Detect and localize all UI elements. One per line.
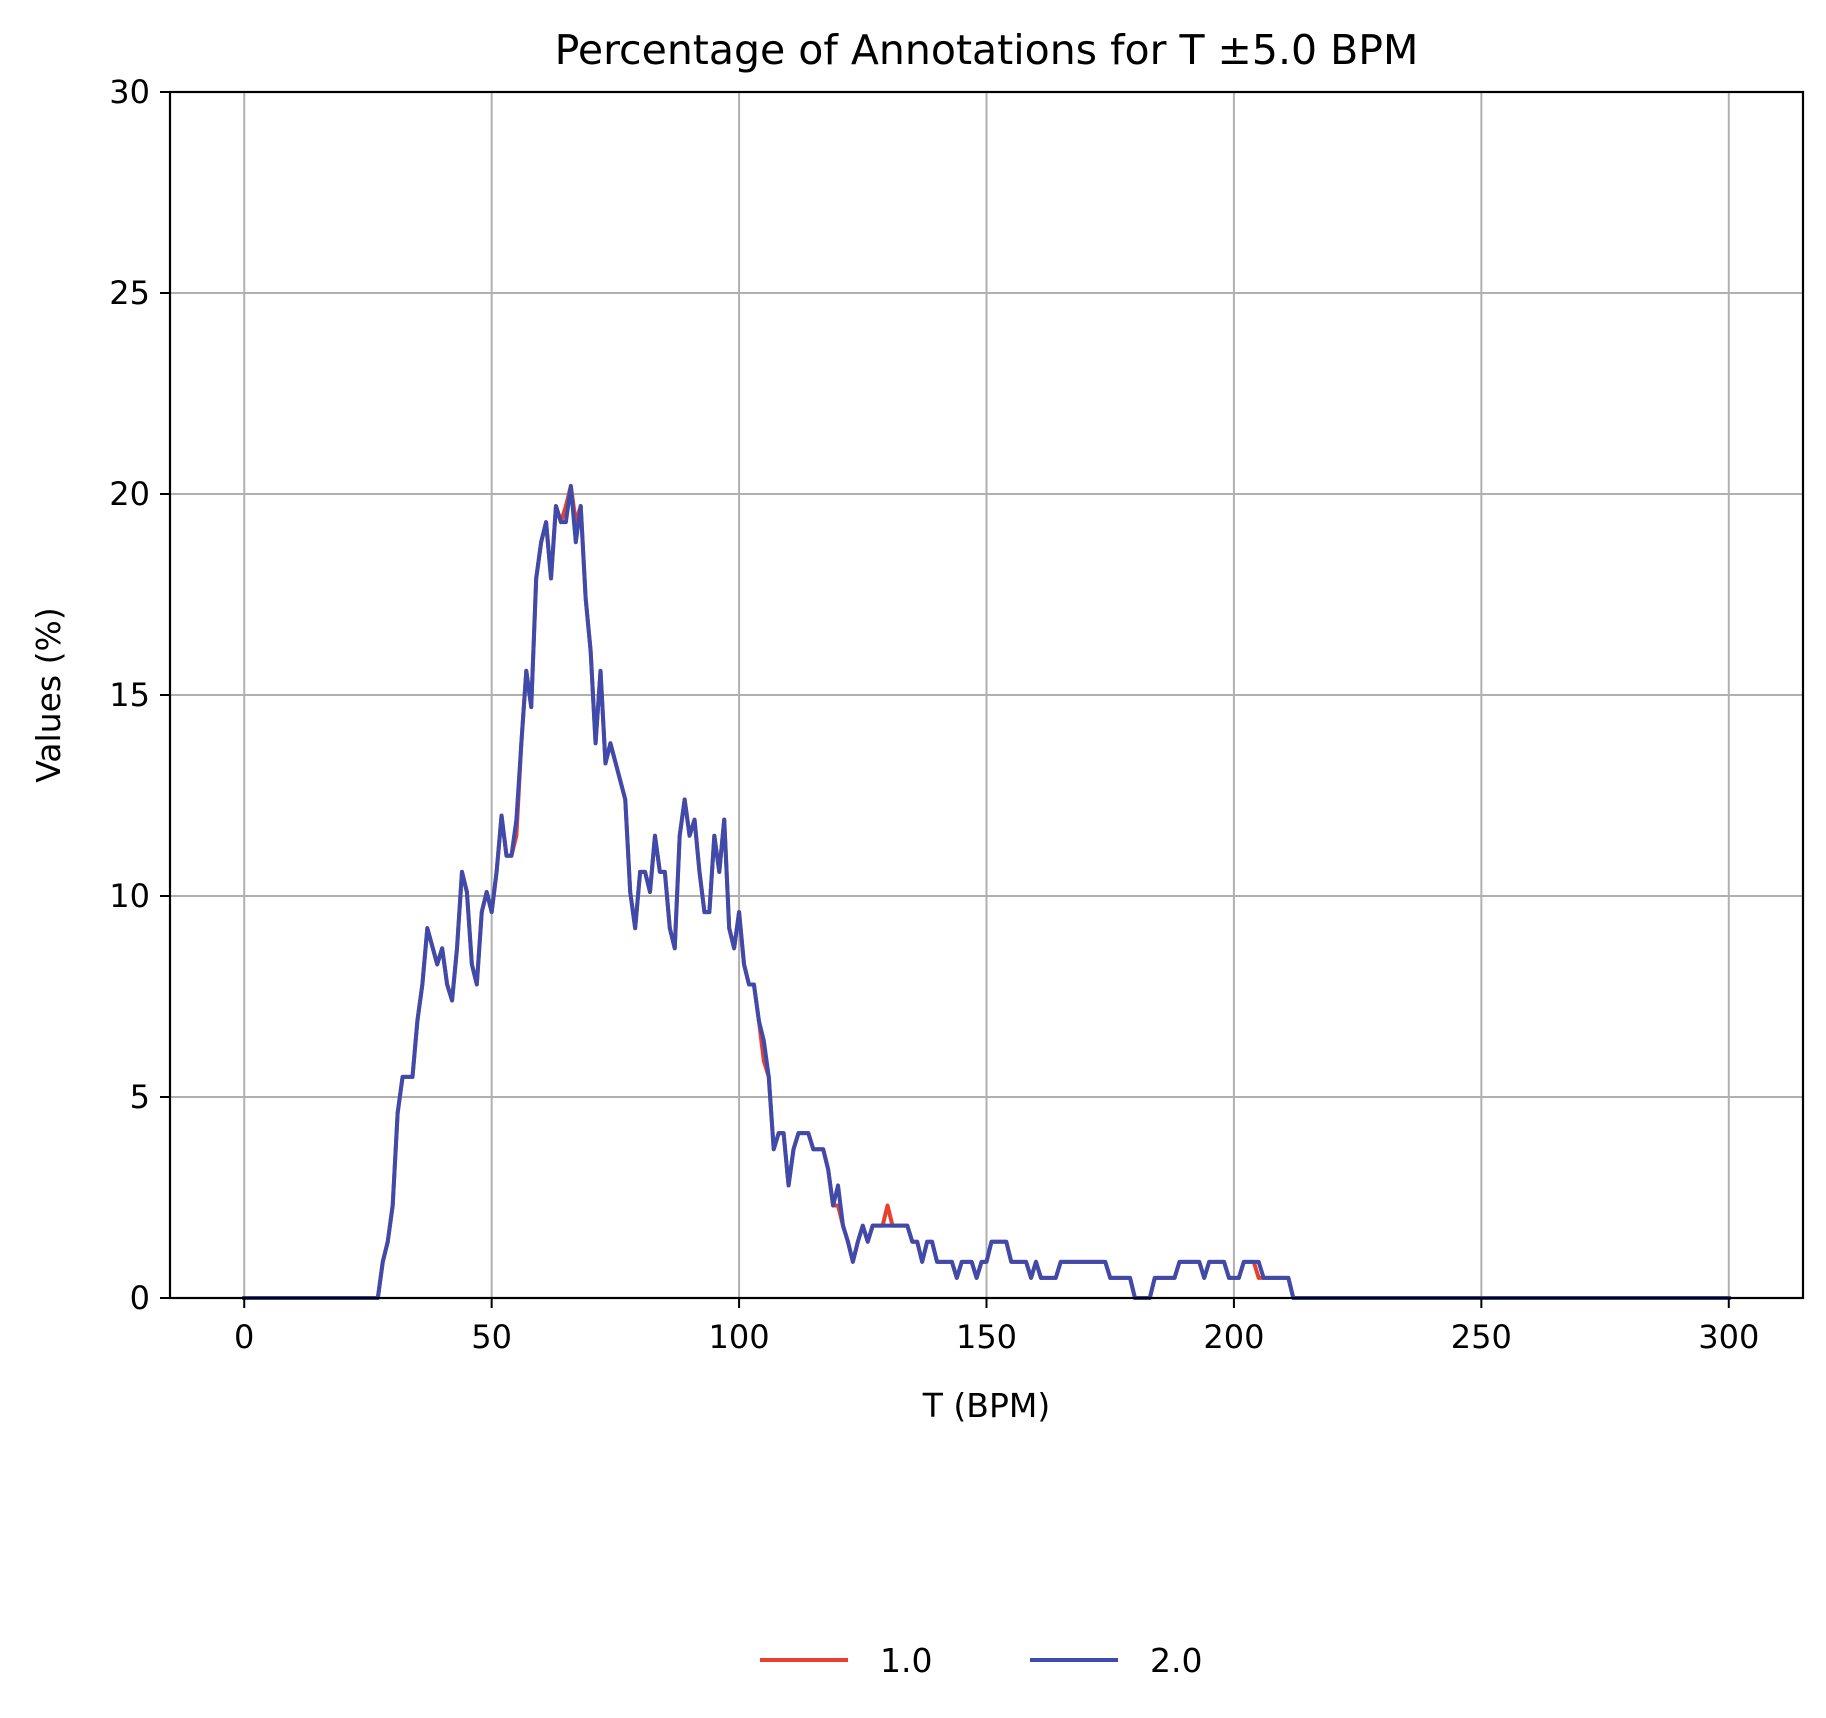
chart-title: Percentage of Annotations for T ±5.0 BPM bbox=[555, 26, 1419, 74]
y-tick-label: 5 bbox=[130, 1078, 150, 1116]
y-tick-label: 0 bbox=[130, 1279, 150, 1317]
x-tick-label: 100 bbox=[709, 1318, 770, 1356]
y-tick-label: 10 bbox=[109, 877, 150, 915]
y-tick-label: 20 bbox=[109, 475, 150, 513]
series-lines bbox=[242, 483, 1731, 1300]
x-tick-label: 300 bbox=[1698, 1318, 1759, 1356]
x-tick-label: 150 bbox=[956, 1318, 1017, 1356]
x-axis-label: T (BPM) bbox=[922, 1386, 1050, 1425]
y-tick-label: 25 bbox=[109, 274, 150, 312]
x-tick-label: 0 bbox=[234, 1318, 254, 1356]
axis-ticks: 0 50 100 150 200 250 300 0 5 10 15 20 25 30 bbox=[109, 73, 1759, 1356]
y-tick-label: 15 bbox=[109, 676, 150, 714]
y-tick-label: 30 bbox=[109, 73, 150, 111]
legend-label: 2.0 bbox=[1150, 1641, 1202, 1680]
series-line-2-0 bbox=[242, 483, 1731, 1300]
y-axis-label: Values (%) bbox=[29, 607, 68, 782]
x-tick-label: 50 bbox=[471, 1318, 512, 1356]
x-tick-label: 250 bbox=[1451, 1318, 1512, 1356]
x-tick-label: 200 bbox=[1203, 1318, 1264, 1356]
legend-label: 1.0 bbox=[880, 1641, 932, 1680]
legend: 1.0 2.0 bbox=[760, 1641, 1202, 1680]
